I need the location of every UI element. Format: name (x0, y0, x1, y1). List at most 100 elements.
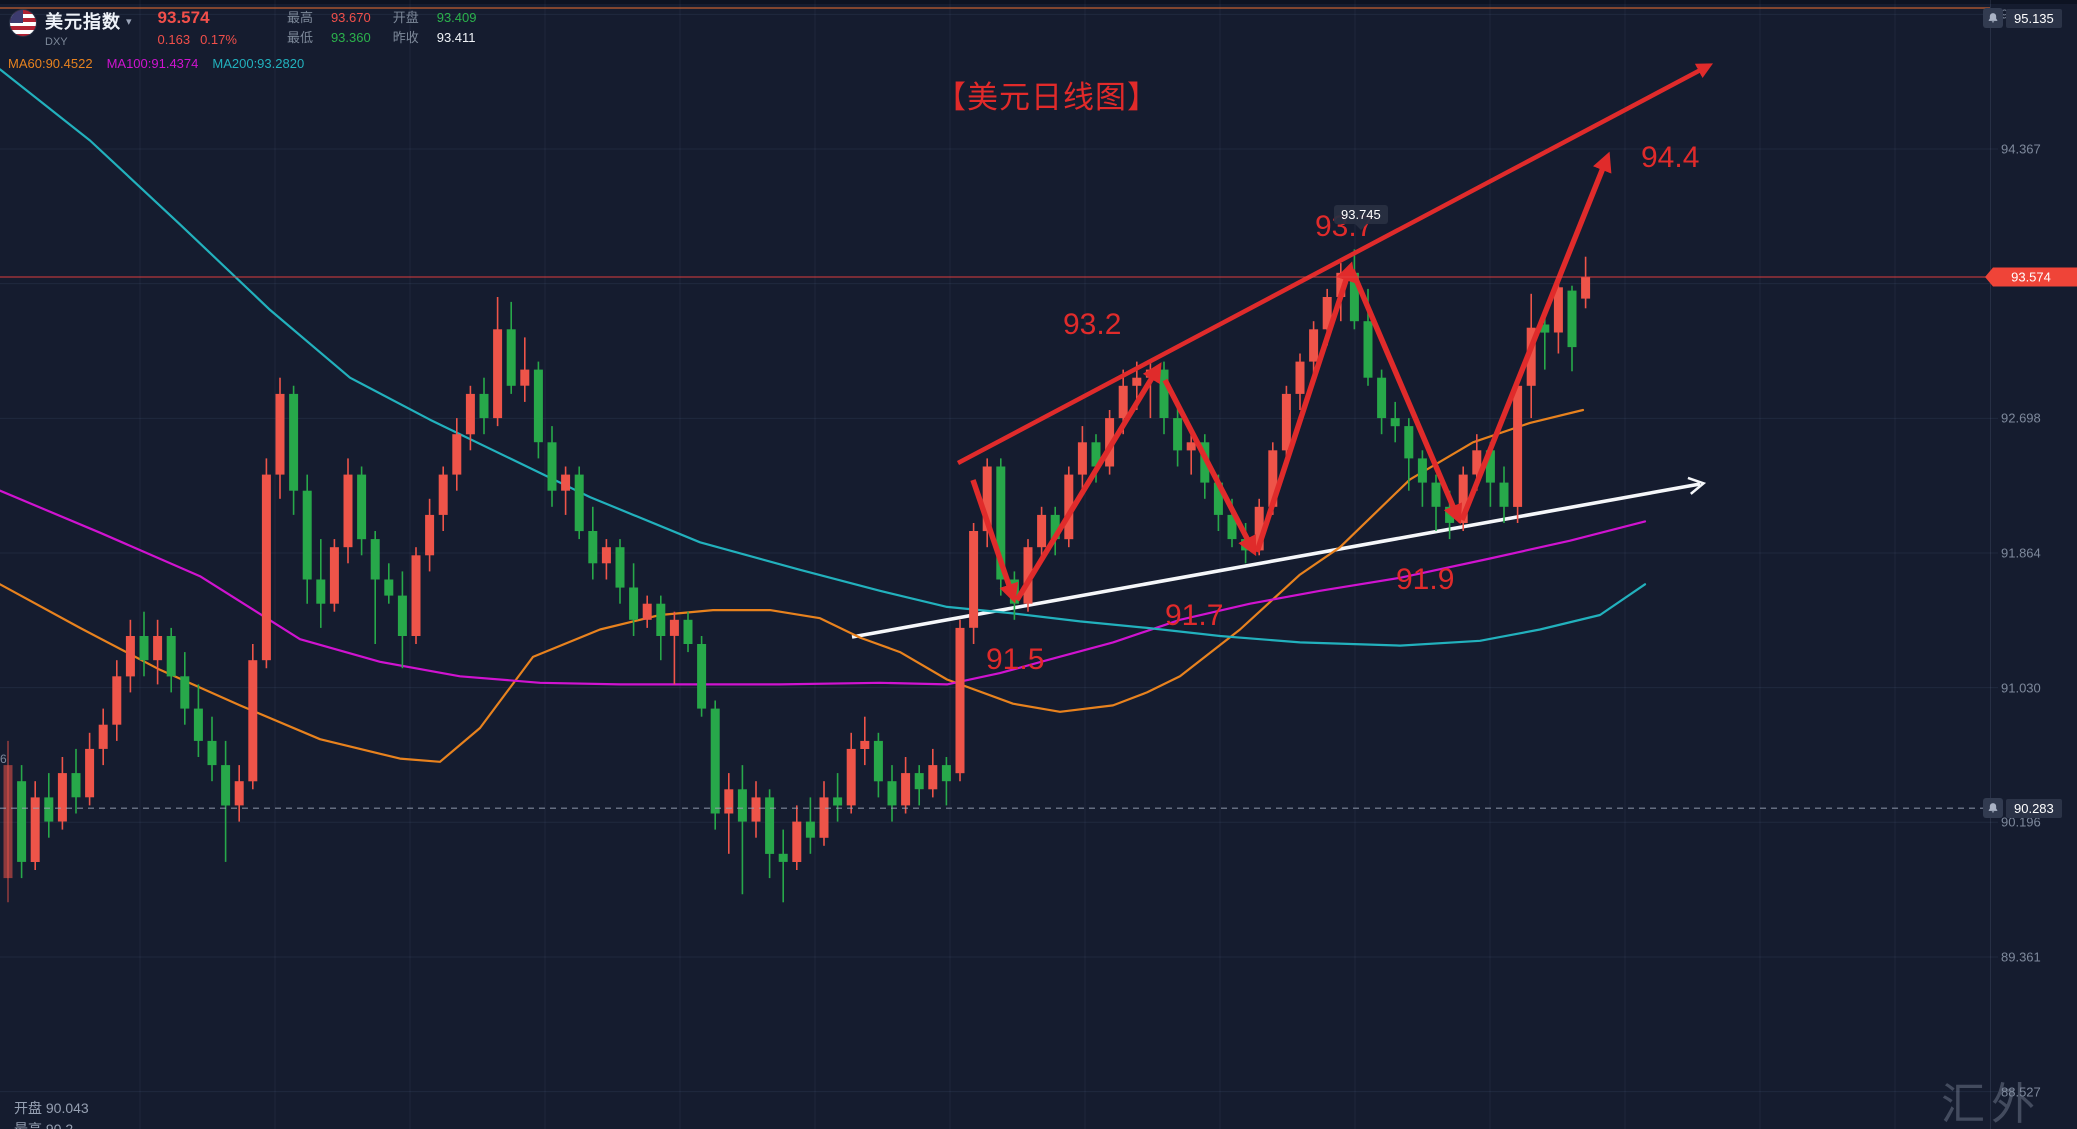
candle (615, 547, 625, 588)
candle (71, 773, 81, 798)
candle (112, 676, 122, 725)
ma100-line (0, 489, 1647, 686)
ma200-line (0, 68, 1647, 647)
change-pct: 0.17% (200, 32, 237, 47)
zigzag-arrow-4[interactable] (1254, 261, 1356, 553)
stat-开盘: 开盘 93.409 (392, 10, 477, 25)
last-price: 93.574 (157, 8, 210, 27)
candle (1268, 450, 1278, 507)
candle (57, 773, 67, 822)
candle (30, 797, 40, 862)
alert-tag-90.283[interactable]: 90.283 (1983, 798, 2062, 819)
candle (1050, 514, 1060, 540)
candle (1132, 377, 1142, 386)
price-annotation-93.2: 93.2 (1063, 308, 1122, 341)
candle (1159, 369, 1169, 418)
candle (1581, 277, 1591, 299)
axis-tick-89.361: 89.361 (2001, 949, 2041, 965)
data-readout: 开盘 90.043 最高 90.2 (14, 1098, 89, 1129)
candle (329, 547, 339, 604)
candle (248, 660, 258, 782)
instrument-header: 美元指数 ▾ DXY 93.574 0.163 0.17% 最高 93.670 最低 9… (10, 8, 498, 48)
zigzag-arrow-5[interactable] (1349, 268, 1463, 525)
candle (1322, 297, 1332, 330)
price-axis[interactable]: 95.20194.36792.69891.86491.03090.19689.3… (1983, 0, 2077, 1129)
bell-icon[interactable] (1983, 8, 2003, 28)
candle (479, 393, 489, 419)
zigzag-arrow-1[interactable] (970, 479, 1019, 604)
candle (1404, 426, 1414, 459)
zigzag-arrow-3[interactable] (1162, 378, 1257, 557)
candle (1105, 418, 1115, 467)
candle (125, 636, 135, 677)
price-annotation-91.5: 91.5 (986, 643, 1045, 676)
candle (588, 531, 598, 564)
candle (1336, 272, 1346, 297)
candle (1513, 385, 1523, 507)
candle (629, 587, 639, 620)
candle (370, 539, 380, 580)
candle (1377, 377, 1387, 419)
candle (1417, 458, 1427, 483)
zigzag-arrow-6[interactable] (1459, 151, 1612, 522)
candle (928, 765, 938, 790)
candle (805, 821, 815, 838)
candle (914, 773, 924, 790)
white-trendline-arrow[interactable] (851, 476, 1707, 639)
candle (261, 474, 271, 661)
candle (1037, 514, 1047, 548)
trend-channel-arrow[interactable] (956, 63, 1714, 465)
alert-tag-95.135[interactable]: 95.135 (1983, 8, 2062, 28)
symbol-selector[interactable]: 美元指数 ▾ (45, 8, 132, 34)
axis-tick-90.196: 90.196 (2001, 814, 2041, 830)
bell-icon (1988, 803, 1998, 813)
chevron-down-icon[interactable]: ▾ (126, 15, 132, 28)
candle (697, 644, 707, 709)
ma-label: MA60:90.4522 (8, 56, 93, 71)
candle (1540, 324, 1550, 333)
zigzag-arrow-2[interactable] (1014, 362, 1162, 602)
candle (819, 797, 829, 838)
candle (969, 531, 979, 628)
axis-tick-88.527: 88.527 (2001, 1084, 2041, 1100)
candle (1186, 442, 1196, 451)
candle (737, 789, 747, 822)
candle (982, 466, 992, 532)
candle (193, 708, 203, 741)
candle (207, 740, 217, 766)
candle (710, 708, 720, 814)
candle (561, 474, 571, 491)
candle (98, 724, 108, 749)
ma-label: MA100:91.4374 (106, 56, 199, 71)
top-strip (0, 0, 2077, 4)
candle (44, 797, 54, 822)
axis-tick-91.864: 91.864 (2001, 545, 2041, 561)
chart-annotation-title: 【美元日线图】 (935, 80, 1159, 115)
price-change: 0.163 0.17% (158, 32, 247, 47)
candle (1485, 450, 1495, 483)
ma60-line (0, 408, 1585, 763)
candle (778, 853, 788, 862)
candle (996, 466, 1006, 580)
candle (1499, 482, 1509, 507)
candle (751, 797, 761, 822)
candle (289, 393, 299, 491)
candle (724, 789, 734, 814)
candlestick-series[interactable] (3, 249, 1591, 903)
candle (1567, 290, 1577, 348)
change-abs: 0.163 (157, 32, 191, 47)
bell-icon[interactable] (1983, 798, 2003, 819)
bell-icon (1988, 13, 1998, 23)
candle (1363, 321, 1373, 378)
current-price-tag: 93.574 (1985, 267, 2077, 287)
price-annotation-91.9: 91.9 (1396, 563, 1455, 596)
stat-最高: 最高 93.670 (286, 10, 371, 25)
gridlines (0, 0, 1998, 1129)
candle (1227, 514, 1237, 540)
candle (153, 636, 163, 661)
candle (316, 579, 326, 604)
candle (941, 765, 951, 782)
candle (1023, 547, 1033, 604)
candle (17, 781, 27, 862)
